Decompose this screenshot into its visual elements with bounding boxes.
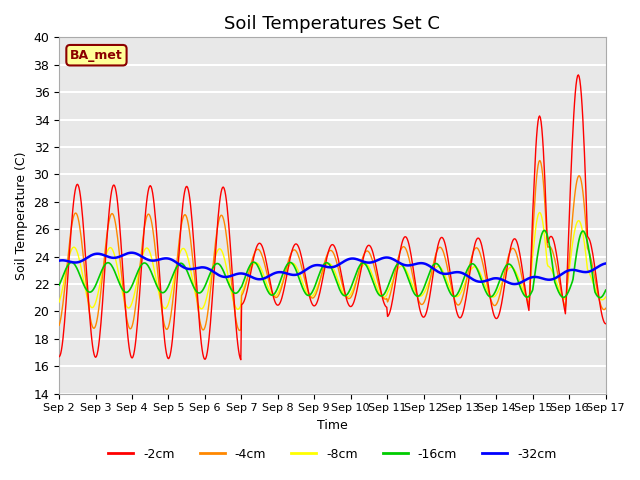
Y-axis label: Soil Temperature (C): Soil Temperature (C) xyxy=(15,151,28,280)
Title: Soil Temperatures Set C: Soil Temperatures Set C xyxy=(225,15,440,33)
Legend: -2cm, -4cm, -8cm, -16cm, -32cm: -2cm, -4cm, -8cm, -16cm, -32cm xyxy=(103,443,562,466)
Text: BA_met: BA_met xyxy=(70,48,123,62)
X-axis label: Time: Time xyxy=(317,419,348,432)
